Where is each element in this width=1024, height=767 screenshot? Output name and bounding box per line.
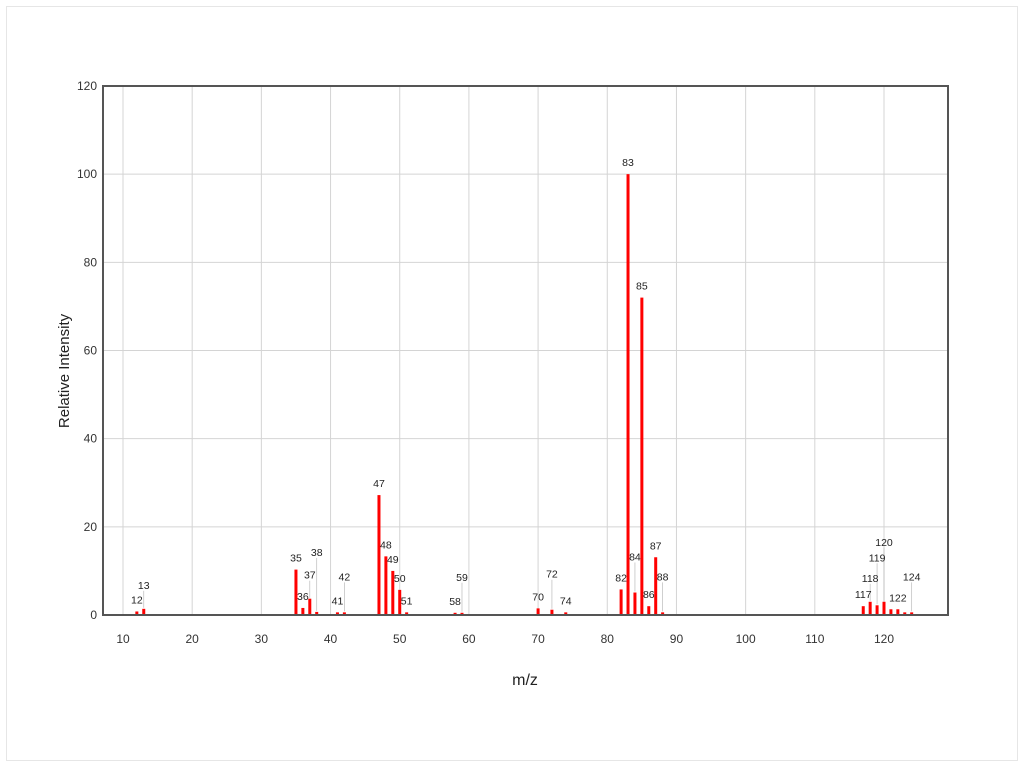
x-tick-label: 90 — [670, 632, 684, 646]
peak-bar — [135, 611, 139, 615]
peak-bar — [640, 297, 644, 615]
peak-label: 85 — [636, 281, 648, 293]
y-axis-label: Relative Intensity — [56, 313, 73, 428]
peak-bar — [647, 606, 651, 615]
peak-bar — [308, 598, 312, 615]
peak-label: 117 — [855, 589, 872, 601]
peak-bar — [301, 607, 305, 615]
y-tick-label: 100 — [77, 167, 97, 181]
peak-bar — [398, 589, 402, 615]
peak-label: 13 — [138, 580, 150, 592]
peak-bar — [294, 569, 298, 615]
peak-label: 42 — [339, 571, 351, 583]
peak-bar — [564, 612, 568, 615]
peak-label: 48 — [380, 539, 392, 551]
peak-label: 72 — [546, 569, 558, 581]
peak-label: 74 — [560, 595, 572, 607]
peak-label: 41 — [332, 595, 344, 607]
peaks — [135, 174, 914, 615]
peak-bar — [619, 589, 623, 615]
label-leaders — [143, 547, 913, 612]
peak-bar — [626, 174, 630, 615]
x-tick-label: 10 — [116, 632, 130, 646]
peak-label: 118 — [862, 573, 879, 585]
peak-bar — [377, 495, 381, 615]
tick-labels: 10 20 30 40 50 60 70 80 90 100 110 120 0 20 40 60 80 100 1… — [77, 79, 894, 646]
peak-bar — [654, 557, 658, 615]
x-tick-label: 60 — [462, 632, 476, 646]
peak-bar — [453, 612, 457, 615]
peak-label: 119 — [869, 552, 886, 564]
x-tick-label: 40 — [324, 632, 338, 646]
peak-bar — [536, 608, 540, 615]
peak-label: 38 — [311, 547, 323, 559]
peak-bar — [882, 601, 886, 615]
x-axis-label: m/z — [512, 672, 538, 689]
grid — [103, 85, 948, 616]
peak-label: 12 — [131, 594, 143, 606]
peak-bar — [633, 592, 637, 615]
peak-bar — [335, 612, 339, 615]
plot-border — [102, 85, 949, 616]
x-tick-label: 120 — [874, 632, 894, 646]
peak-label: 87 — [650, 540, 662, 552]
peak-label: 122 — [889, 592, 907, 604]
y-tick-label: 80 — [84, 255, 98, 269]
peak-bar — [342, 612, 346, 615]
x-tick-label: 30 — [255, 632, 269, 646]
peak-label: 50 — [394, 573, 406, 585]
peak-label: 124 — [903, 571, 921, 583]
peak-label: 59 — [456, 572, 468, 584]
x-tick-label: 80 — [601, 632, 615, 646]
peak-label: 58 — [449, 596, 461, 608]
peak-label: 83 — [622, 157, 634, 169]
peak-label: 88 — [657, 571, 669, 583]
peak-label: 37 — [304, 570, 316, 582]
peak-label: 70 — [532, 591, 544, 603]
slide-frame — [6, 6, 1018, 761]
y-tick-label: 40 — [84, 432, 98, 446]
peak-bar — [460, 612, 464, 615]
peak-label: 82 — [615, 572, 627, 584]
y-tick-label: 60 — [84, 344, 98, 358]
peak-bar — [384, 556, 388, 615]
peak-label: 86 — [643, 589, 655, 601]
y-tick-label: 0 — [90, 608, 97, 622]
peak-bar — [405, 612, 409, 615]
x-tick-label: 50 — [393, 632, 407, 646]
peak-bar — [910, 612, 914, 615]
peak-label: 36 — [297, 591, 309, 603]
x-tick-label: 70 — [531, 632, 545, 646]
peak-bar — [315, 611, 319, 615]
peak-label: 47 — [373, 478, 385, 490]
peak-label: 35 — [290, 553, 302, 565]
x-tick-label: 110 — [805, 632, 824, 646]
peak-bar — [661, 612, 665, 615]
peak-bar — [861, 606, 865, 615]
y-tick-label: 120 — [77, 79, 97, 93]
peak-bar — [550, 609, 554, 615]
x-tick-label: 100 — [736, 632, 756, 646]
peak-bar — [896, 609, 900, 615]
peak-bar — [875, 605, 879, 615]
x-tick-label: 20 — [186, 632, 200, 646]
peak-bar — [889, 609, 893, 615]
peak-bar — [868, 601, 872, 615]
peak-label: 84 — [629, 552, 641, 564]
peak-bar — [903, 612, 907, 615]
y-tick-label: 20 — [84, 520, 98, 534]
peak-label: 51 — [401, 595, 413, 607]
peak-bar — [142, 608, 146, 615]
peak-bar — [391, 570, 395, 615]
peak-label: 49 — [387, 554, 399, 566]
peak-label: 120 — [875, 537, 893, 549]
